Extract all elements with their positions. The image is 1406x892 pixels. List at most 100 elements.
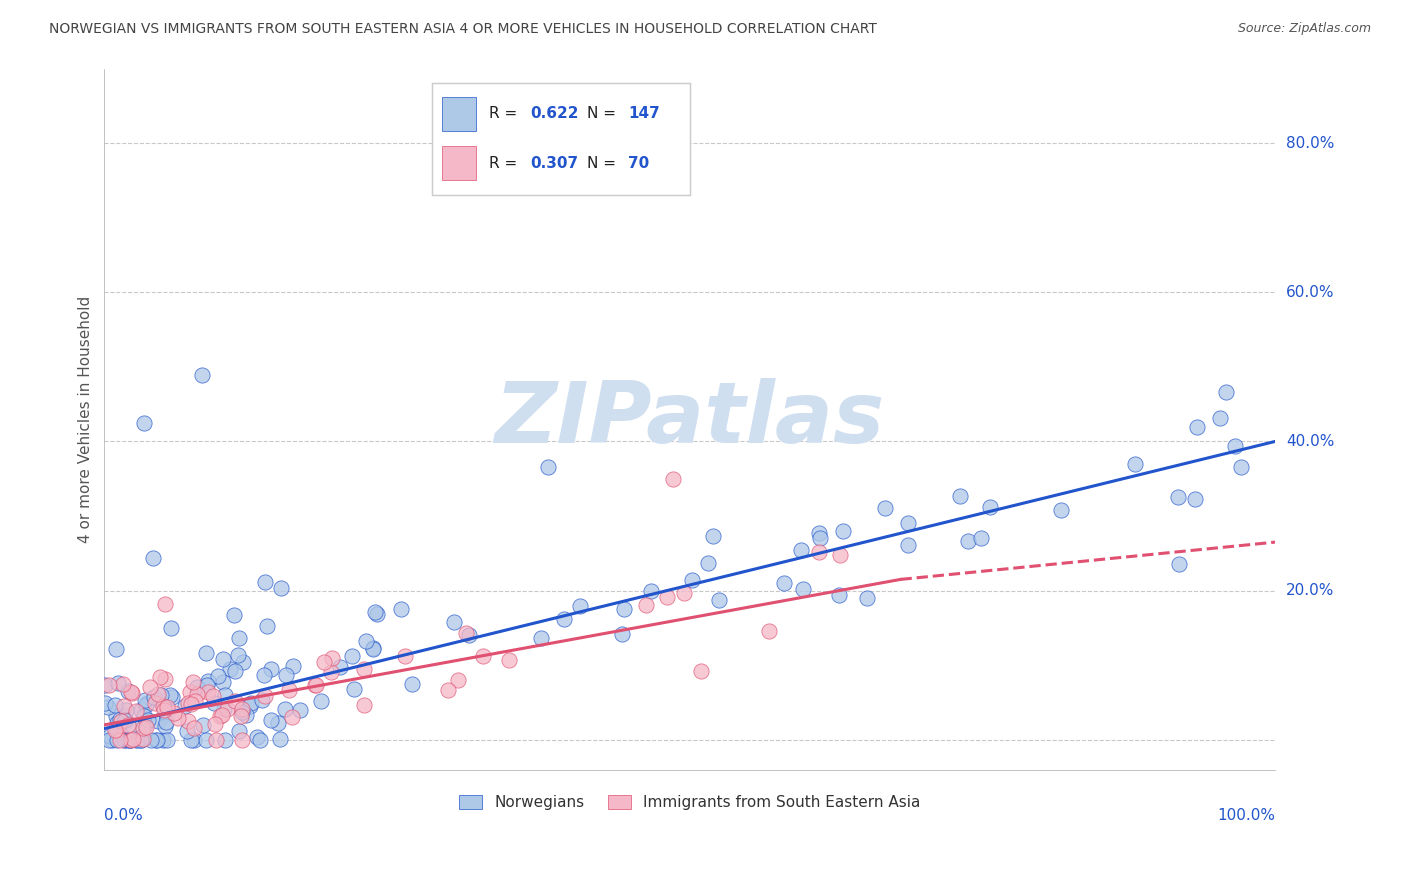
Point bbox=[553, 612, 575, 626]
Point bbox=[120, 732, 142, 747]
Point bbox=[224, 664, 246, 678]
Point bbox=[132, 721, 155, 735]
Point bbox=[201, 689, 224, 703]
Point bbox=[219, 662, 242, 676]
Point bbox=[149, 670, 172, 684]
Text: 0.0%: 0.0% bbox=[104, 808, 143, 823]
Point bbox=[112, 698, 135, 713]
Point bbox=[114, 732, 136, 747]
Point bbox=[134, 416, 156, 430]
Point bbox=[239, 696, 262, 710]
Point bbox=[222, 608, 245, 623]
Point bbox=[143, 690, 166, 705]
Point bbox=[537, 459, 560, 474]
Point bbox=[181, 675, 204, 690]
Point bbox=[249, 732, 271, 747]
Point bbox=[195, 678, 218, 692]
Point bbox=[139, 732, 162, 747]
Point bbox=[758, 624, 780, 638]
Point bbox=[101, 732, 124, 747]
Point bbox=[146, 714, 169, 728]
Text: 20.0%: 20.0% bbox=[1286, 583, 1334, 599]
Point bbox=[290, 703, 312, 717]
Point bbox=[212, 702, 235, 716]
Point bbox=[195, 732, 218, 747]
Text: NORWEGIAN VS IMMIGRANTS FROM SOUTH EASTERN ASIA 4 OR MORE VEHICLES IN HOUSEHOLD : NORWEGIAN VS IMMIGRANTS FROM SOUTH EASTE… bbox=[49, 22, 877, 37]
Point bbox=[105, 715, 128, 730]
Point bbox=[120, 684, 142, 698]
Point bbox=[808, 525, 831, 540]
Point bbox=[702, 529, 724, 543]
Point bbox=[897, 516, 920, 530]
Point bbox=[110, 714, 132, 729]
Point bbox=[896, 538, 918, 552]
Point bbox=[129, 732, 152, 747]
Point bbox=[120, 732, 142, 747]
Point bbox=[437, 682, 460, 697]
Point bbox=[613, 602, 636, 616]
Point bbox=[401, 677, 423, 691]
Point bbox=[212, 651, 235, 665]
Point bbox=[256, 619, 278, 633]
Point bbox=[274, 667, 297, 681]
Point bbox=[610, 627, 633, 641]
Text: 40.0%: 40.0% bbox=[1286, 434, 1334, 449]
Point bbox=[160, 621, 183, 635]
Point bbox=[207, 668, 229, 682]
Point bbox=[163, 706, 186, 721]
Point bbox=[135, 720, 157, 734]
Point bbox=[104, 698, 127, 712]
Point bbox=[139, 680, 162, 694]
Point bbox=[202, 697, 225, 711]
Point bbox=[773, 575, 796, 590]
Point bbox=[640, 583, 662, 598]
Point bbox=[132, 731, 155, 746]
Point bbox=[217, 702, 239, 716]
Point bbox=[132, 709, 155, 723]
Point bbox=[104, 723, 127, 737]
Point bbox=[118, 732, 141, 747]
Point bbox=[214, 688, 236, 702]
Point bbox=[98, 732, 121, 747]
Point bbox=[153, 719, 176, 733]
Point bbox=[343, 682, 366, 697]
Point bbox=[828, 588, 851, 602]
Point bbox=[108, 732, 131, 747]
Point bbox=[226, 648, 249, 662]
Point bbox=[204, 732, 226, 747]
Point bbox=[471, 649, 494, 664]
Point bbox=[253, 690, 276, 704]
Point bbox=[117, 732, 139, 747]
Point bbox=[127, 731, 149, 745]
Point bbox=[152, 699, 174, 714]
Point bbox=[808, 545, 831, 559]
Point bbox=[228, 631, 250, 645]
Point bbox=[304, 678, 326, 692]
Point bbox=[281, 658, 304, 673]
Point bbox=[94, 697, 117, 711]
Point bbox=[231, 709, 253, 723]
Point bbox=[269, 731, 291, 746]
Text: Source: ZipAtlas.com: Source: ZipAtlas.com bbox=[1237, 22, 1371, 36]
Point bbox=[152, 732, 174, 747]
Point bbox=[183, 693, 205, 707]
Point bbox=[94, 678, 117, 692]
Point bbox=[183, 732, 205, 747]
Point bbox=[979, 500, 1001, 514]
Point bbox=[364, 605, 387, 619]
Point bbox=[231, 702, 253, 716]
Point bbox=[1184, 492, 1206, 507]
Point bbox=[828, 549, 851, 563]
Point bbox=[707, 592, 730, 607]
Point bbox=[361, 642, 384, 657]
Point bbox=[114, 713, 136, 727]
Point bbox=[155, 732, 177, 747]
Text: 80.0%: 80.0% bbox=[1286, 136, 1334, 151]
Point bbox=[305, 678, 328, 692]
Point bbox=[789, 542, 811, 557]
Point bbox=[231, 705, 253, 719]
Point bbox=[105, 723, 128, 737]
Point bbox=[121, 717, 143, 731]
Point bbox=[112, 709, 135, 723]
Text: 60.0%: 60.0% bbox=[1286, 285, 1334, 300]
